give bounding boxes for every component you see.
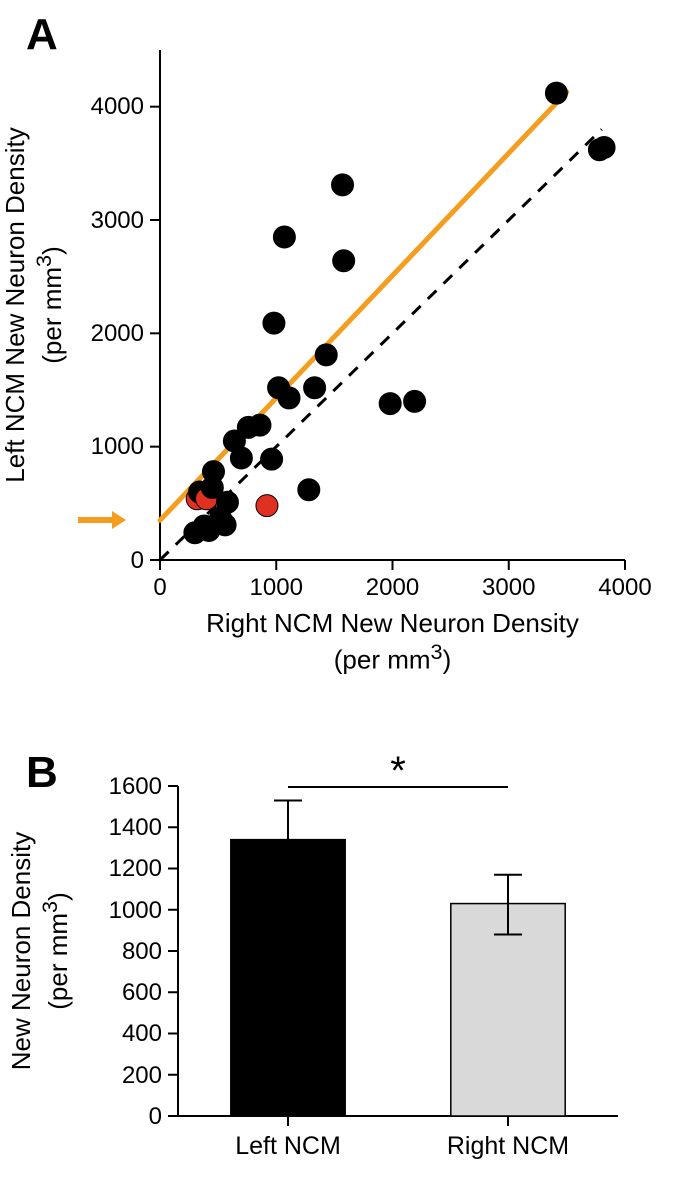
panel-a-ylabel: Left NCM New Neuron Density(per mm3) bbox=[0, 50, 68, 560]
panel-a-xlabel-line2: (per mm3) bbox=[160, 639, 625, 676]
panel-b-ylabel-line1: New Neuron Density bbox=[6, 786, 37, 1116]
panel-a-ylabel-line1: Left NCM New Neuron Density bbox=[0, 50, 31, 560]
panel-a-ylabel-line2: (per mm3) bbox=[31, 50, 68, 560]
panel-b-plot bbox=[178, 786, 619, 1117]
panel-a-plot bbox=[160, 50, 626, 561]
panel-b-ylabel-line2: (per mm3) bbox=[37, 786, 74, 1116]
significance-star: * bbox=[390, 749, 406, 794]
figure-root: A B Right NCM New Neuron Density(per mm3… bbox=[0, 0, 686, 1201]
panel-a-xlabel: Right NCM New Neuron Density(per mm3) bbox=[160, 608, 625, 676]
panel-b-ylabel: New Neuron Density(per mm3) bbox=[6, 786, 74, 1116]
panel-a-xlabel-line1: Right NCM New Neuron Density bbox=[160, 608, 625, 639]
